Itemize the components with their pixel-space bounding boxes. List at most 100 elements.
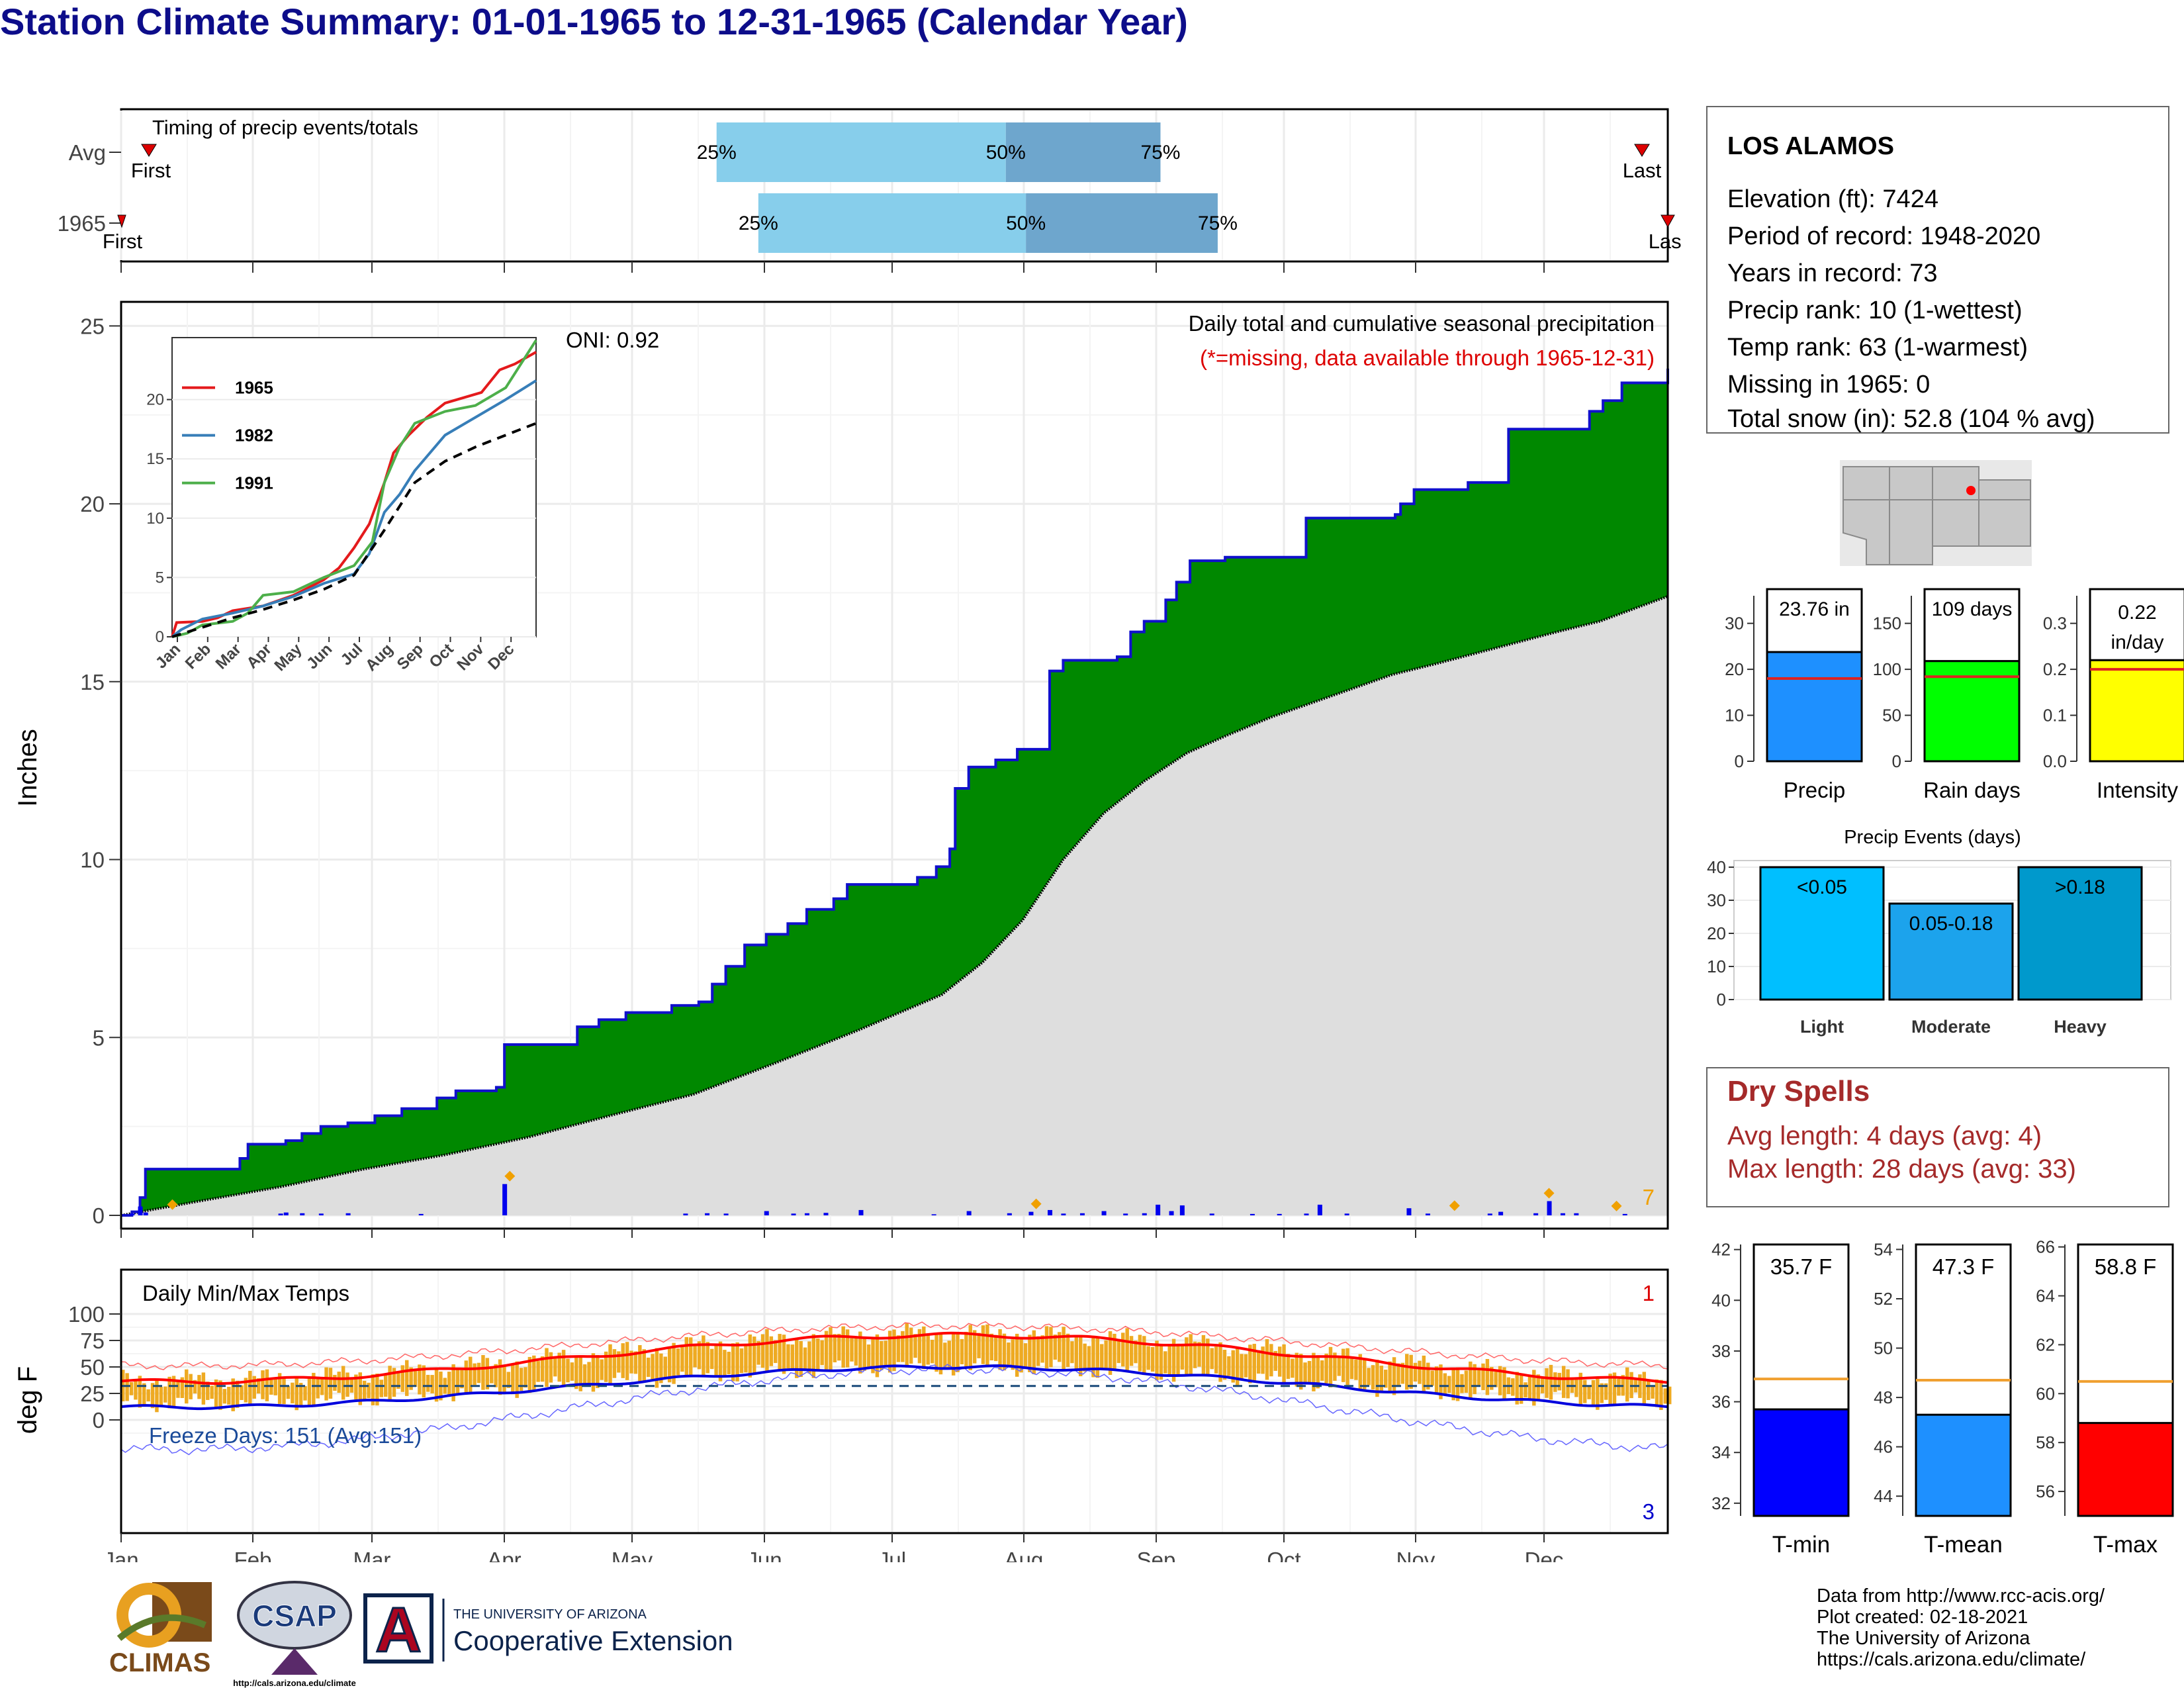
daily-temp-bar <box>210 1385 214 1399</box>
daily-temp-bar <box>604 1351 608 1382</box>
daily-temp-bar <box>1222 1350 1227 1380</box>
daily-temp-bar <box>1240 1354 1244 1381</box>
timing-bar-25-50 <box>716 122 1006 182</box>
daily-temp-bar <box>943 1342 947 1368</box>
extreme-marker <box>504 1170 516 1182</box>
daily-temp-bar <box>1557 1372 1561 1391</box>
daily-temp-bar <box>680 1346 684 1372</box>
daily-precip-bar <box>1533 1213 1539 1215</box>
daily-temp-bar <box>214 1379 218 1407</box>
daily-temp-bar <box>125 1373 129 1401</box>
daily-temp-bar <box>129 1382 134 1395</box>
daily-temp-bar <box>1155 1340 1159 1381</box>
daily-temp-bar <box>1218 1342 1222 1382</box>
daily-temp-bar <box>418 1364 422 1395</box>
daily-temp-bar <box>1002 1333 1007 1371</box>
station-line: Precip rank: 10 (1-wettest) <box>1727 297 2023 324</box>
daily-temp-bar <box>1519 1375 1524 1404</box>
bar-label: Rain days <box>1923 778 2021 802</box>
daily-precip-bar <box>1622 1213 1627 1215</box>
precip-events-chart: Precip Events (days) 0 10 20 30 40 <0.05 Light 0… <box>1707 827 2171 1037</box>
daily-precip-bar <box>1426 1213 1431 1215</box>
daily-temp-bar <box>1596 1376 1600 1410</box>
daily-temp-bar <box>824 1331 829 1370</box>
daily-temp-bar <box>138 1376 142 1408</box>
station-line: Total snow (in): 52.8 (104 % avg) <box>1727 405 2095 433</box>
daily-temp-bar <box>1494 1372 1498 1387</box>
tick-label: 44 <box>1874 1486 1893 1506</box>
daily-temp-bar <box>1295 1352 1299 1387</box>
daily-temp-bar <box>460 1370 464 1389</box>
daily-temp-bar <box>1413 1362 1418 1382</box>
month-label: Sep <box>1137 1548 1176 1562</box>
daily-temp-bar <box>519 1368 523 1391</box>
daily-temp-bar <box>1095 1337 1100 1378</box>
value-label: in/day <box>2111 632 2163 653</box>
daily-temp-bar <box>1277 1346 1282 1377</box>
tick-label: 0 <box>1735 751 1744 771</box>
daily-temp-bar <box>155 1380 159 1413</box>
temps-title: Daily Min/Max Temps <box>142 1281 349 1305</box>
daily-temp-bar <box>884 1340 887 1368</box>
bar-label: Precip <box>1784 778 1846 802</box>
daily-temp-bar <box>968 1325 972 1371</box>
csap-url: http://cals.arizona.edu/climate <box>233 1678 356 1688</box>
daily-temp-bar <box>383 1375 388 1397</box>
daily-temp-bar <box>333 1374 337 1391</box>
daily-temp-bar <box>989 1333 994 1361</box>
daily-temp-bar <box>629 1350 633 1374</box>
daily-temp-bar <box>1422 1355 1426 1392</box>
month-label: Oct <box>1267 1548 1300 1562</box>
temp-bar-t-mean <box>1915 1413 2012 1517</box>
pct-label: 25% <box>739 212 778 234</box>
daily-temp-bar <box>1282 1344 1286 1383</box>
daily-temp-bar <box>1324 1353 1328 1383</box>
value-label: 109 days <box>1932 598 2013 620</box>
ua-letter: A <box>375 1595 421 1665</box>
month-label: Feb <box>234 1548 272 1562</box>
tick-label: 0 <box>93 1203 105 1228</box>
daily-temp-bar <box>582 1364 587 1385</box>
daily-temp-bar <box>515 1361 519 1398</box>
daily-temp-bar <box>1358 1354 1363 1389</box>
record-high-count: 1 <box>1643 1281 1655 1305</box>
daily-precip-bar <box>345 1213 351 1215</box>
first-label: First <box>131 159 171 182</box>
daily-temp-bar <box>447 1372 451 1397</box>
tick-label: 48 <box>1874 1387 1893 1407</box>
daily-temp-bar <box>142 1383 146 1405</box>
daily-temp-bar <box>298 1382 303 1406</box>
daily-temp-bar <box>956 1334 960 1372</box>
daily-temp-bar <box>291 1382 295 1404</box>
daily-temp-bar <box>451 1364 455 1401</box>
daily-temp-bar <box>947 1340 951 1369</box>
daily-temp-bar <box>1062 1327 1066 1370</box>
csap-logo: CSAP http://cals.arizona.edu/climate <box>233 1581 356 1688</box>
record-high-line <box>120 1321 1668 1370</box>
daily-temp-bar <box>1091 1338 1095 1378</box>
pct-label: 50% <box>1006 212 1046 234</box>
month-label: Jun <box>747 1548 782 1562</box>
daily-temp-bar <box>201 1372 206 1405</box>
pct-label: 25% <box>697 142 737 164</box>
daily-temp-bar <box>1028 1335 1032 1373</box>
daily-temp-bar <box>413 1371 418 1387</box>
daily-temp-bar <box>1074 1336 1079 1370</box>
daily-temp-bar <box>854 1336 858 1366</box>
daily-precip-bar <box>1498 1211 1504 1215</box>
daily-temp-bar <box>591 1353 596 1392</box>
daily-temp-bar <box>1108 1331 1113 1376</box>
daily-temp-bar <box>1646 1381 1651 1400</box>
daily-temp-bar <box>134 1380 138 1400</box>
daily-temp-bar <box>702 1335 705 1376</box>
daily-temp-bar <box>1477 1369 1481 1387</box>
daily-temp-bar <box>735 1342 739 1382</box>
daily-precip-bar <box>143 1212 148 1215</box>
daily-temp-bar <box>1019 1339 1023 1373</box>
month-label: Mar <box>353 1548 391 1562</box>
daily-temp-bar <box>930 1339 934 1364</box>
value-box <box>1766 588 1863 653</box>
daily-temp-bar <box>1320 1360 1324 1381</box>
daily-temp-bar <box>409 1367 413 1390</box>
daily-temp-bar <box>1227 1356 1231 1376</box>
